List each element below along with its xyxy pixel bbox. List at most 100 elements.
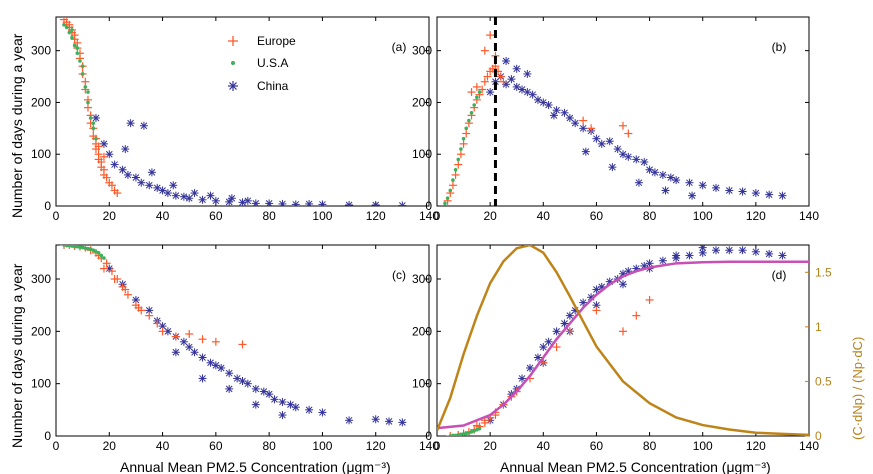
x-tick-label: 80 (262, 209, 276, 223)
x-tick-label: 100 (312, 439, 332, 453)
point-china (581, 147, 590, 156)
point-china (171, 348, 180, 357)
point-europe (123, 290, 132, 299)
y-tick-label: 200 (31, 95, 51, 109)
point-china (185, 194, 194, 203)
point-china (605, 137, 614, 146)
x-tick-label: 140 (799, 439, 819, 453)
point-europe (619, 121, 627, 130)
point-china (518, 374, 527, 383)
point-usa (459, 432, 463, 436)
point-china (198, 374, 207, 383)
point-china (751, 189, 760, 198)
series-china (91, 113, 407, 206)
point-china (265, 199, 274, 206)
point-china (597, 139, 606, 148)
series-china (486, 57, 787, 200)
point-europe (624, 129, 633, 138)
point-china (565, 113, 574, 122)
plot-frame (436, 16, 810, 207)
point-usa (75, 51, 80, 56)
point-china (137, 178, 146, 187)
point-europe (211, 337, 220, 346)
point-europe (171, 332, 180, 341)
point-europe (94, 142, 103, 151)
point-china (190, 348, 199, 357)
point-europe (153, 319, 162, 328)
point-europe (102, 173, 111, 182)
point-china (318, 408, 327, 417)
point-usa (96, 251, 101, 255)
series-europe (59, 17, 122, 198)
y-tick-label: 100 (412, 377, 432, 391)
y2label: (C·dNp) / (Np·dC) (850, 337, 865, 440)
point-china (225, 384, 234, 393)
plot-frame (55, 16, 430, 207)
point-china (270, 395, 279, 404)
x-tick-label: 120 (746, 209, 766, 223)
point-usa (70, 28, 74, 32)
point-europe (486, 31, 495, 40)
y-tick-label: 100 (412, 147, 432, 161)
point-usa (94, 136, 98, 141)
point-europe (102, 259, 111, 268)
point-china (552, 106, 561, 115)
point-china (91, 113, 100, 122)
point-china (528, 90, 537, 99)
point-china (169, 181, 178, 190)
point-china (539, 98, 548, 107)
point-europe (478, 85, 487, 94)
point-europe (456, 150, 465, 159)
point-usa (88, 116, 93, 120)
y-tick-label: 0 (425, 199, 432, 213)
point-europe (158, 327, 167, 336)
point-usa (64, 25, 69, 30)
point-usa (456, 157, 461, 162)
point-china (619, 280, 627, 289)
point-china (185, 343, 194, 352)
point-china (698, 245, 707, 252)
point-europe (110, 275, 119, 284)
point-europe (462, 129, 471, 138)
point-china (672, 176, 681, 185)
ylabel-bottom: Number of days during a year (9, 263, 25, 448)
point-china (549, 111, 558, 120)
point-europe (587, 124, 596, 133)
point-europe (496, 72, 505, 81)
xlabel-left: Annual Mean PM2.5 Concentration (μgm⁻³) (120, 459, 391, 474)
x-tick-label: 80 (262, 439, 276, 453)
x-tick-label: 20 (103, 209, 117, 223)
point-china (634, 178, 643, 187)
point-usa (70, 245, 74, 248)
point-europe (83, 103, 92, 112)
series-usa (62, 22, 98, 141)
series-europe (59, 245, 247, 349)
point-china (291, 200, 300, 206)
point-europe (459, 139, 468, 148)
point-usa (67, 30, 72, 35)
point-china (118, 165, 127, 174)
point-china (560, 108, 569, 117)
y2-tick-label: 0.5 (815, 374, 832, 388)
series-usa (443, 90, 482, 206)
y2-tick-label: 1.5 (815, 265, 832, 279)
x-tick-label: 80 (643, 439, 657, 453)
point-europe (107, 267, 116, 276)
point-china (398, 418, 407, 427)
y-tick-label: 300 (412, 44, 432, 58)
point-china (645, 165, 654, 174)
point-europe (619, 327, 627, 336)
point-usa (453, 433, 458, 436)
point-china (672, 251, 681, 260)
panel-tag: (c) (392, 268, 406, 282)
point-china (685, 178, 694, 187)
point-china (251, 400, 260, 409)
point-europe (645, 295, 654, 304)
point-europe (113, 189, 122, 198)
point-usa (453, 167, 458, 172)
point-china (179, 192, 188, 201)
point-china (291, 403, 300, 412)
